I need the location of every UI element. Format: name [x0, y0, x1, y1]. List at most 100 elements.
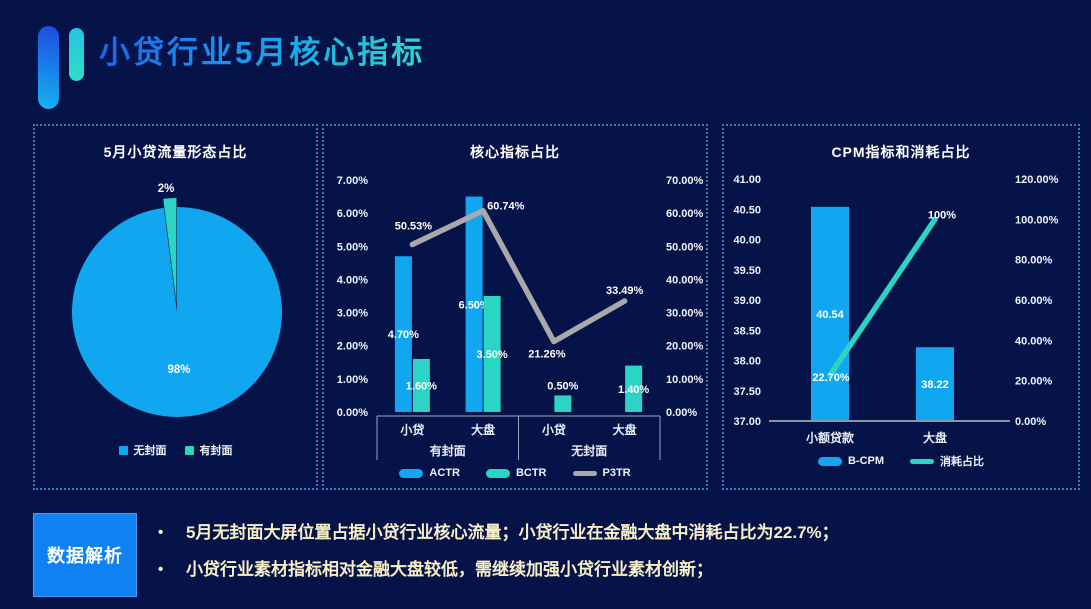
axis-tick-label: 40.50 [733, 204, 761, 216]
panel-cpm: CPM指标和消耗占比 41.00 40.50 40.00 39.50 39.00 38.5… [722, 124, 1080, 490]
axis-tick-label: 0.00% [666, 407, 697, 419]
axis-tick-label: 20.00% [666, 341, 704, 353]
legend-label: ACTR [429, 467, 460, 479]
axis-tick-label: 39.50 [733, 265, 761, 277]
bullet-marker: • [158, 561, 164, 578]
analysis-bullet-2: • 小贷行业素材指标相对金融大盘较低，需继续加强小贷行业素材创新； [158, 558, 839, 582]
legend-item-bctr[interactable]: BCTR [485, 467, 547, 479]
axis-tick-label: 37.00 [733, 416, 761, 428]
legend-label: 无封面 [133, 445, 167, 457]
axis-tick-label: 20.00% [1015, 376, 1053, 388]
legend-item-no-cover[interactable]: 无封面 [118, 442, 167, 458]
core-legend: ACTR BCTR P3TR [324, 467, 706, 479]
analysis-tag: 数据解析 [33, 513, 137, 597]
legend-swatch-bctr [485, 468, 510, 478]
legend-swatch-with-cover [184, 445, 194, 455]
bar-B-CPM-0 [811, 206, 849, 421]
axis-tick-label: 7.00% [337, 175, 368, 187]
legend-label: BCTR [515, 467, 547, 479]
axis-tick-label: 100.00% [1015, 214, 1059, 226]
bar-B-CPM-1 [916, 347, 954, 421]
category-label: 大盘 [613, 422, 637, 437]
line-P3TR [409, 207, 628, 345]
legend-swatch-p3tr [572, 470, 597, 476]
legend-item-consumption-ratio[interactable]: 消耗占比 [910, 453, 984, 469]
legend-item-p3tr[interactable]: P3TR [572, 467, 631, 479]
logo-bar-blue [38, 26, 59, 109]
bar-BCTR-0 [412, 358, 430, 412]
axis-tick-label: 38.50 [733, 325, 761, 337]
legend-swatch-no-cover [118, 445, 128, 455]
bar-value-label: 1.60% [406, 380, 437, 392]
bar-ACTR-1 [465, 196, 483, 412]
core-metrics-chart: 7.00% 6.00% 5.00% 4.00% 3.00% 2.00% 1.00% 0.00%… [337, 175, 704, 460]
bar-value-label: 3.50% [477, 349, 508, 361]
axis-tick-label: 10.00% [666, 374, 704, 386]
panel-pie: 5月小贷流量形态占比 98% 2% 无封面 有封面 [33, 124, 318, 490]
pie-chart: 98% 2% [72, 183, 283, 417]
bar-BCTR-3 [625, 365, 643, 412]
axis-tick-label: 39.00 [733, 295, 761, 307]
pie-slice-无封面 [72, 207, 283, 417]
category-group-label: 有封面 [430, 443, 466, 458]
core-panel-title: 核心指标占比 [470, 144, 560, 160]
analysis-bullet-1: • 5月无封面大屏位置占据小贷行业核心流量；小贷行业在金融大盘中消耗占比为22.… [158, 521, 839, 545]
axis-tick-label: 60.00% [666, 208, 704, 220]
logo-bar-teal [69, 28, 84, 81]
axis-tick-label: 70.00% [666, 175, 704, 187]
panel-core-metrics: 核心指标占比 7.00% 6.00% 5.00% 4.00% 3.00% 2.00% 1.0… [322, 124, 708, 490]
axis-tick-label: 3.00% [337, 308, 368, 320]
bar-value-label: 0.50% [547, 380, 578, 392]
bullet-text: 5月无封面大屏位置占据小贷行业核心流量；小贷行业在金融大盘中消耗占比为22.7%… [186, 523, 839, 542]
line-value-label: 50.53% [395, 221, 433, 233]
axis-tick-label: 40.00% [666, 274, 704, 286]
axis-tick-label: 38.00 [733, 356, 761, 368]
analysis-bullets: • 5月无封面大屏位置占据小贷行业核心流量；小贷行业在金融大盘中消耗占比为22.… [158, 521, 839, 595]
bar-value-label: 6.50% [459, 299, 490, 311]
axis-tick-label: 1.00% [337, 374, 368, 386]
bar-BCTR-1 [483, 296, 501, 412]
bullet-marker: • [158, 524, 164, 541]
logo [38, 26, 90, 112]
axis-tick-label: 120.00% [1015, 174, 1059, 186]
bar-value-label: 4.70% [388, 329, 419, 341]
axis-tick-label: 80.00% [1015, 255, 1053, 267]
axis-tick-label: 0.00% [1015, 416, 1046, 428]
bar-value-label: 40.54 [816, 309, 844, 321]
cpm-legend: B-CPM 消耗占比 [724, 453, 1078, 469]
axis-tick-label: 30.00% [666, 308, 704, 320]
page-title: 小贷行业5月核心指标 [99, 27, 425, 72]
bar-BCTR-2 [554, 395, 572, 412]
category-label: 小额贷款 [806, 430, 855, 445]
category-group-label: 无封面 [570, 443, 607, 458]
legend-swatch-bcpm [817, 456, 842, 466]
bar-ACTR-0 [394, 256, 412, 412]
line-value-label: 22.70% [812, 372, 850, 384]
pie-slice-有封面 [163, 198, 177, 304]
axis-tick-label: 37.50 [733, 386, 761, 398]
legend-swatch-actr [399, 468, 424, 478]
axis-tick-label: 50.00% [666, 241, 704, 253]
axis-tick-label: 6.00% [337, 208, 368, 220]
legend-item-actr[interactable]: ACTR [399, 467, 460, 479]
legend-swatch-consumption-ratio [910, 458, 935, 464]
line-value-label: 33.49% [606, 285, 644, 297]
axis-tick-label: 4.00% [337, 274, 368, 286]
bar-value-label: 38.22 [921, 379, 949, 391]
category-label: 大盘 [471, 422, 495, 437]
pie-value-label: 2% [158, 183, 175, 195]
legend-label: B-CPM [847, 455, 885, 467]
pie-value-label: 98% [167, 364, 190, 376]
pie-legend: 无封面 有封面 [35, 442, 316, 458]
category-label: 小贷 [400, 422, 424, 437]
axis-tick-label: 41.00 [733, 174, 761, 186]
axis-tick-label: 40.00 [733, 235, 761, 247]
axis-tick-label: 5.00% [337, 241, 368, 253]
legend-item-bcpm[interactable]: B-CPM [817, 455, 885, 467]
cpm-panel-title: CPM指标和消耗占比 [831, 144, 971, 160]
line-消耗占比 [827, 216, 938, 378]
axis-tick-label: 60.00% [1015, 295, 1053, 307]
legend-item-with-cover[interactable]: 有封面 [184, 442, 233, 458]
legend-label: 有封面 [199, 445, 233, 457]
